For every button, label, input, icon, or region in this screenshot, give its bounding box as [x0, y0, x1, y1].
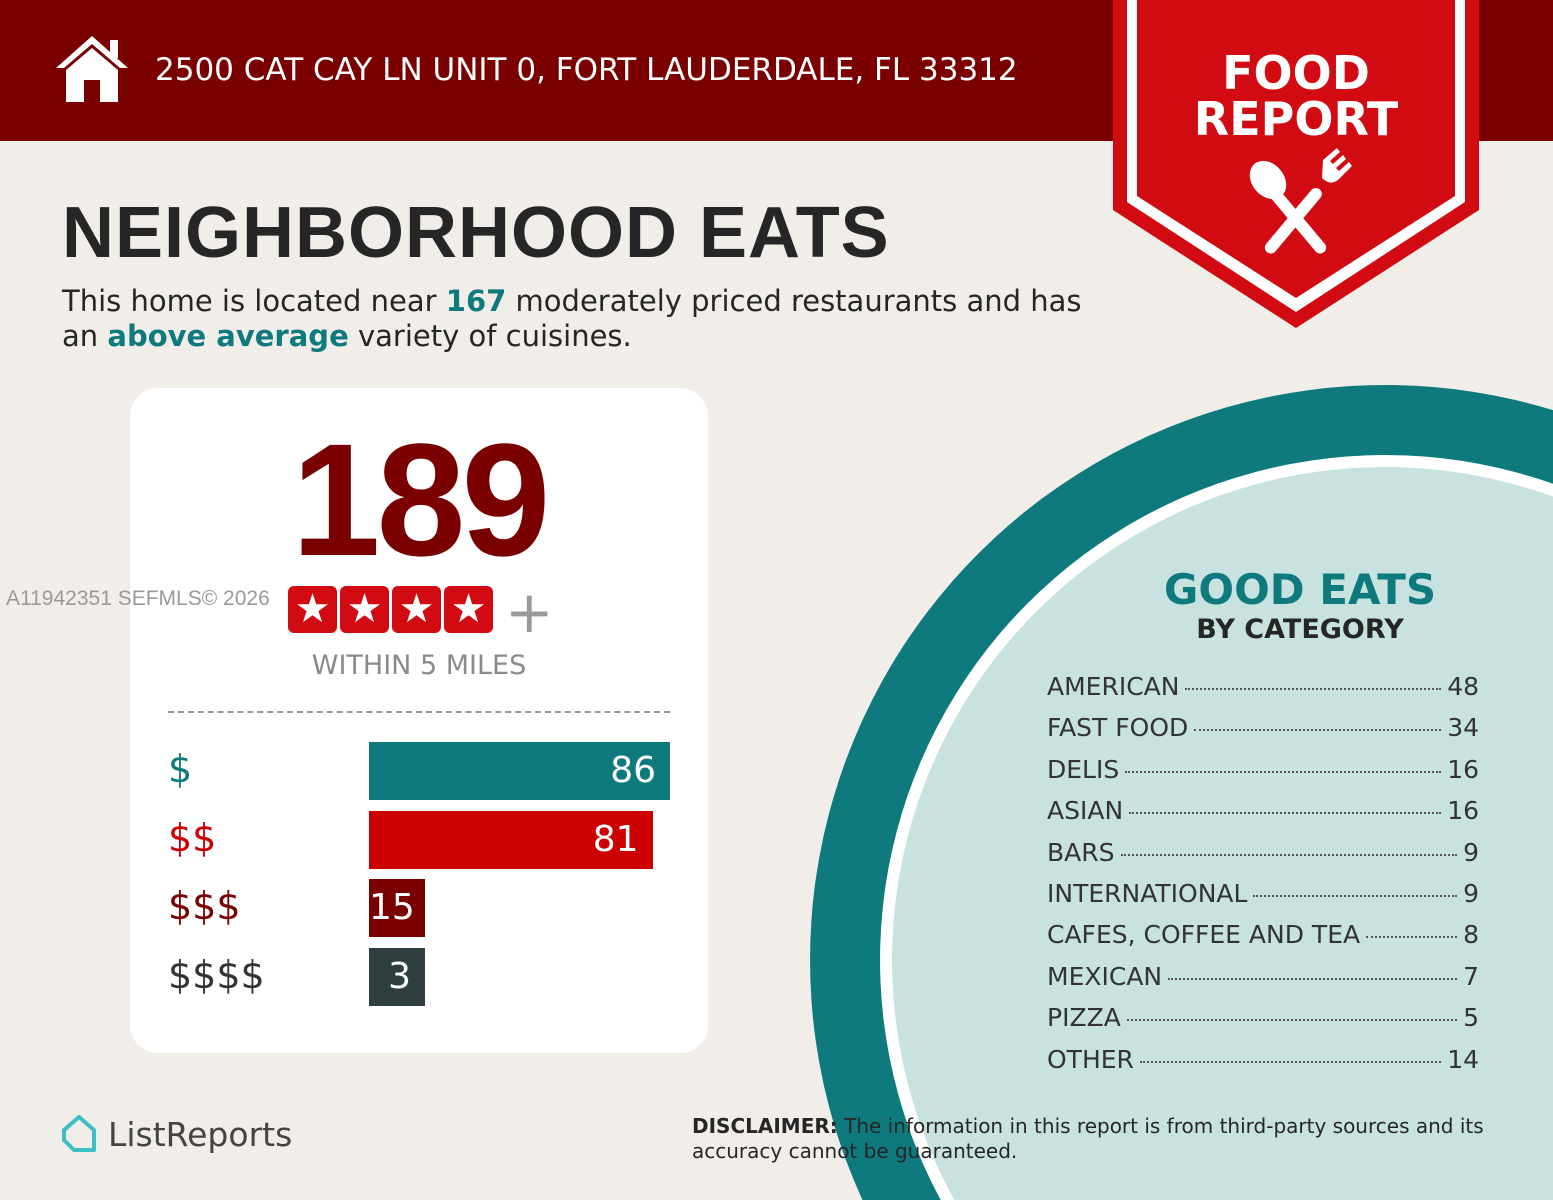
- category-count: 5: [1463, 1003, 1479, 1033]
- category-item: BARS 9: [1047, 838, 1479, 879]
- property-address: 2500 CAT CAY LN UNIT 0, FORT LAUDERDALE,…: [155, 52, 1018, 88]
- category-name: FAST FOOD: [1047, 713, 1189, 743]
- category-count: 8: [1463, 920, 1479, 950]
- category-count: 16: [1447, 796, 1479, 826]
- dot-leader: [1366, 936, 1458, 939]
- plus-icon: +: [505, 578, 554, 646]
- category-count: 16: [1447, 754, 1479, 784]
- category-count: 9: [1463, 837, 1479, 867]
- category-item: PIZZA 5: [1047, 1003, 1479, 1044]
- dot-leader: [1185, 688, 1442, 690]
- price-tier-label: $: [168, 747, 193, 791]
- category-name: BARS: [1047, 837, 1115, 867]
- category-name: OTHER: [1047, 1044, 1134, 1074]
- category-item: OTHER 14: [1047, 1045, 1479, 1086]
- category-name: DELIS: [1047, 754, 1120, 784]
- price-tier-label: $$$: [168, 884, 241, 928]
- price-bar: 81: [369, 810, 653, 869]
- category-item: DELIS 16: [1047, 755, 1479, 796]
- dot-leader: [1125, 770, 1442, 773]
- within-label: WITHIN 5 MILES: [311, 650, 527, 681]
- disclaimer: DISCLAIMER: The information in this repo…: [692, 1114, 1484, 1163]
- watermark: A11942351 SEFMLS© 2026: [6, 587, 270, 610]
- good-eats-subtitle: BY CATEGORY: [1196, 614, 1404, 645]
- price-bar: 3: [369, 947, 425, 1006]
- badge-line-2: REPORT: [1193, 92, 1399, 146]
- dot-leader: [1129, 812, 1442, 815]
- divider: [168, 711, 670, 713]
- star-icon: ★: [392, 586, 441, 633]
- category-name: ASIAN: [1047, 796, 1124, 826]
- total-restaurants: 189: [291, 410, 551, 589]
- dot-leader: [1168, 977, 1458, 980]
- star-icon: ★: [444, 586, 493, 633]
- category-count: 14: [1447, 1044, 1479, 1074]
- good-eats-heading: GOOD EATS BY CATEGORY: [1100, 565, 1500, 645]
- dot-leader: [1126, 1019, 1458, 1022]
- category-name: PIZZA: [1047, 1003, 1121, 1033]
- category-item: MEXICAN 7: [1047, 962, 1479, 1003]
- price-bar: 86: [369, 742, 670, 800]
- category-item: FAST FOOD 34: [1047, 713, 1479, 754]
- category-name: INTERNATIONAL: [1047, 878, 1248, 908]
- dot-leader: [1194, 729, 1442, 732]
- price-bar: 15: [369, 879, 425, 937]
- star-icon: ★: [340, 586, 389, 633]
- price-tier-label: $$: [168, 815, 217, 860]
- star-icon: ★: [288, 586, 337, 633]
- category-name: MEXICAN: [1047, 961, 1163, 991]
- price-tier-label: $$$$: [168, 952, 265, 997]
- good-eats-title: GOOD EATS: [1163, 565, 1437, 614]
- house-icon: [56, 36, 128, 102]
- badge-line-1: FOOD: [1222, 46, 1370, 100]
- dot-leader: [1139, 1060, 1442, 1063]
- category-count: 9: [1463, 878, 1479, 908]
- category-item: CAFES, COFFEE AND TEA 8: [1047, 920, 1479, 961]
- page-title: NEIGHBORHOOD EATS: [62, 193, 890, 273]
- category-count: 7: [1463, 961, 1479, 991]
- plate-inner: [892, 467, 1553, 1200]
- category-name: AMERICAN: [1047, 672, 1180, 701]
- logo-icon: [62, 1115, 96, 1152]
- restaurant-count-card: 189 ★ ★ ★ ★ + WITHIN 5 MILES $86 $$ 81 $$$ 15 $$…: [130, 388, 708, 1053]
- category-count: 48: [1447, 672, 1479, 701]
- dot-leader: [1253, 894, 1458, 897]
- category-item: INTERNATIONAL 9: [1047, 879, 1479, 920]
- category-name: CAFES, COFFEE AND TEA: [1047, 920, 1361, 950]
- star-rating: ★ ★ ★ ★: [288, 586, 493, 633]
- category-item: AMERICAN 48: [1047, 672, 1479, 713]
- category-count: 34: [1447, 713, 1479, 743]
- category-item: ASIAN 16: [1047, 796, 1479, 837]
- dot-leader: [1120, 853, 1458, 856]
- summary-text: This home is located near 167 moderately…: [62, 284, 1082, 353]
- listreports-logo: ListReports: [60, 1114, 292, 1154]
- category-list: AMERICAN 48 FAST FOOD 34 DELIS 16 ASIAN 16 BARS 9…: [1047, 672, 1479, 1086]
- spoon-fork-icon: [1249, 148, 1352, 254]
- food-report-badge: FOOD REPORT: [1113, 0, 1479, 334]
